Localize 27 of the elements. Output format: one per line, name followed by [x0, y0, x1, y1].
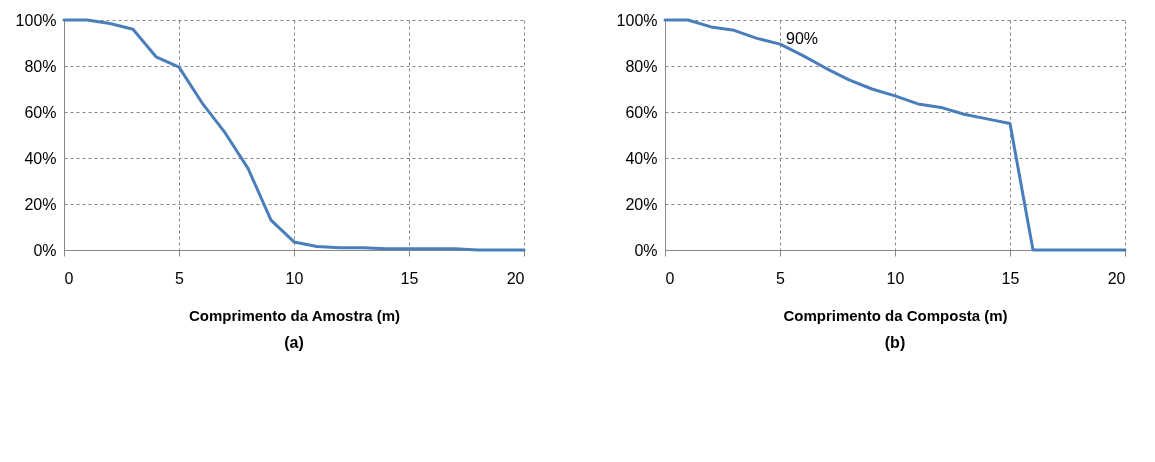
x-tick-label: 20: [1107, 269, 1126, 287]
x-axis-title: Comprimento da Amostra (m): [188, 306, 401, 324]
text: (a): [284, 334, 304, 351]
annotation: 90%: [786, 30, 819, 47]
y-tick-label: 100%: [616, 11, 658, 29]
text: (b): [884, 334, 906, 351]
y-tick-label: 80%: [24, 57, 57, 75]
y-tick-label: 0%: [634, 241, 658, 259]
y-tick-label: 20%: [24, 195, 57, 213]
x-tick-label: 15: [400, 269, 419, 287]
x-tick-label: 20: [506, 269, 525, 287]
x-tick-label: 0: [665, 269, 675, 287]
x-tick-label: 10: [285, 269, 304, 287]
y-tick-label: 20%: [625, 195, 658, 213]
x-tick-label: 15: [1001, 269, 1020, 287]
y-tick-label: 40%: [625, 149, 658, 167]
x-axis-title: Comprimento da Composta (m): [783, 306, 1008, 324]
y-tick-label: 80%: [625, 57, 658, 75]
x-tick-label: 10: [886, 269, 905, 287]
y-tick-label: 60%: [24, 103, 57, 121]
y-tick-label: 40%: [24, 149, 57, 167]
x-tick-label: 0: [64, 269, 74, 287]
x-tick-label: 5: [776, 269, 786, 287]
y-tick-label: 100%: [15, 11, 57, 29]
y-tick-label: 0%: [33, 241, 57, 259]
x-tick-label: 5: [175, 269, 185, 287]
y-tick-label: 60%: [625, 103, 658, 121]
